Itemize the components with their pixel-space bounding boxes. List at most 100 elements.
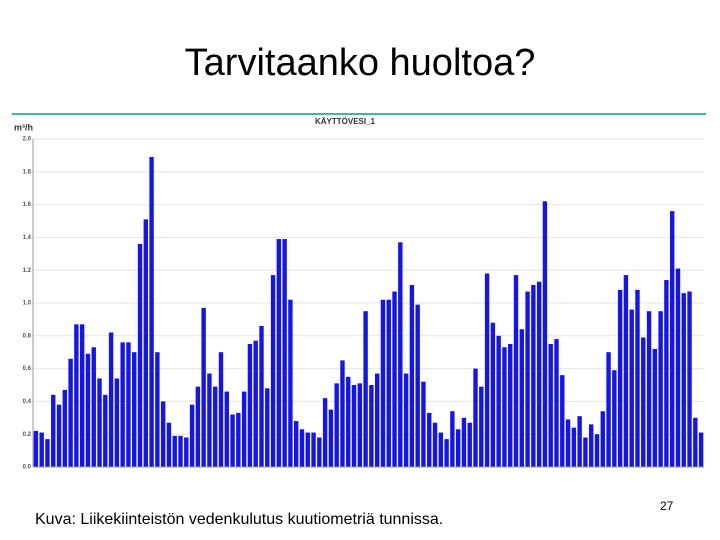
bar <box>178 435 183 467</box>
bar <box>184 437 189 467</box>
bar <box>646 311 652 467</box>
bar <box>542 201 548 467</box>
bar <box>276 239 282 467</box>
bar <box>612 370 617 467</box>
bar <box>490 322 496 467</box>
bar <box>160 401 166 467</box>
bar <box>693 417 698 467</box>
bar <box>137 243 143 467</box>
bar <box>114 378 120 467</box>
bar <box>213 386 218 467</box>
y-tick-label: 1.8 <box>23 169 32 175</box>
bar <box>565 419 571 467</box>
caption: Kuva: Liikekiinteistön vedenkulutus kuut… <box>35 511 444 528</box>
bar <box>438 432 444 467</box>
bar <box>513 275 519 467</box>
bar <box>617 289 623 467</box>
bar <box>224 391 229 467</box>
bar <box>172 435 177 467</box>
bar <box>432 422 438 467</box>
bar <box>265 388 270 467</box>
y-tick-label: 1.0 <box>23 301 32 307</box>
y-axis-label: m³/h <box>14 122 33 132</box>
bar <box>571 427 577 467</box>
bar <box>334 383 339 467</box>
bar <box>525 291 530 467</box>
bar <box>299 429 305 467</box>
bar <box>322 398 328 467</box>
bar <box>409 284 415 467</box>
y-tick-label: 1.4 <box>23 235 32 241</box>
y-tick-label: 1.2 <box>23 268 32 274</box>
y-tick-label: 0.2 <box>23 432 32 438</box>
bar <box>351 385 357 467</box>
bar <box>236 412 241 467</box>
bar <box>536 281 542 467</box>
bar <box>652 348 658 467</box>
bar <box>293 421 299 467</box>
bar <box>374 373 380 467</box>
bar <box>33 430 39 467</box>
bar <box>132 352 137 467</box>
bar <box>253 340 258 467</box>
bar <box>357 383 363 467</box>
bar <box>62 389 68 467</box>
bar <box>392 291 397 467</box>
bar <box>675 268 681 467</box>
bar <box>155 352 160 467</box>
y-tick-label: 1.6 <box>23 202 32 208</box>
y-tick-label: 0.0 <box>23 465 32 471</box>
bar <box>108 332 114 467</box>
bar <box>444 439 449 467</box>
bar <box>189 404 195 467</box>
bar <box>241 391 247 467</box>
bar <box>554 339 559 467</box>
bar <box>641 337 646 467</box>
bar <box>594 434 600 467</box>
bar <box>669 211 675 467</box>
bar <box>56 404 62 467</box>
bar <box>369 385 374 467</box>
bar <box>623 275 629 467</box>
bar <box>328 409 334 467</box>
bar <box>698 432 704 467</box>
bar <box>479 386 484 467</box>
bar <box>461 417 467 467</box>
bar <box>600 411 605 467</box>
bar <box>635 289 640 467</box>
bar <box>363 311 368 467</box>
bar <box>218 352 224 467</box>
bar <box>577 416 582 467</box>
bar <box>143 219 148 467</box>
slide-title: Tarvitaanko huoltoa? <box>184 42 536 84</box>
y-tick-label: 0.6 <box>23 366 32 372</box>
bar <box>398 242 403 467</box>
bar <box>455 429 461 467</box>
bar <box>207 373 212 467</box>
bar <box>311 432 316 467</box>
bar <box>606 352 611 467</box>
bar <box>195 386 201 467</box>
bar <box>548 344 553 467</box>
y-tick-label: 0.8 <box>23 333 32 339</box>
bar <box>531 284 536 467</box>
bar <box>467 422 472 467</box>
bar <box>120 342 125 467</box>
bar <box>403 373 409 467</box>
bar <box>247 344 253 467</box>
y-tick-label: 0.4 <box>23 399 32 405</box>
bar <box>166 422 172 467</box>
bar <box>149 157 154 468</box>
bar <box>45 439 50 467</box>
bar <box>484 273 490 467</box>
bar <box>427 412 432 467</box>
bar <box>658 311 663 467</box>
bar <box>508 344 513 467</box>
bar <box>282 239 287 467</box>
bar <box>386 299 391 467</box>
bar <box>91 347 96 467</box>
bar <box>340 360 345 467</box>
bar <box>201 307 206 467</box>
